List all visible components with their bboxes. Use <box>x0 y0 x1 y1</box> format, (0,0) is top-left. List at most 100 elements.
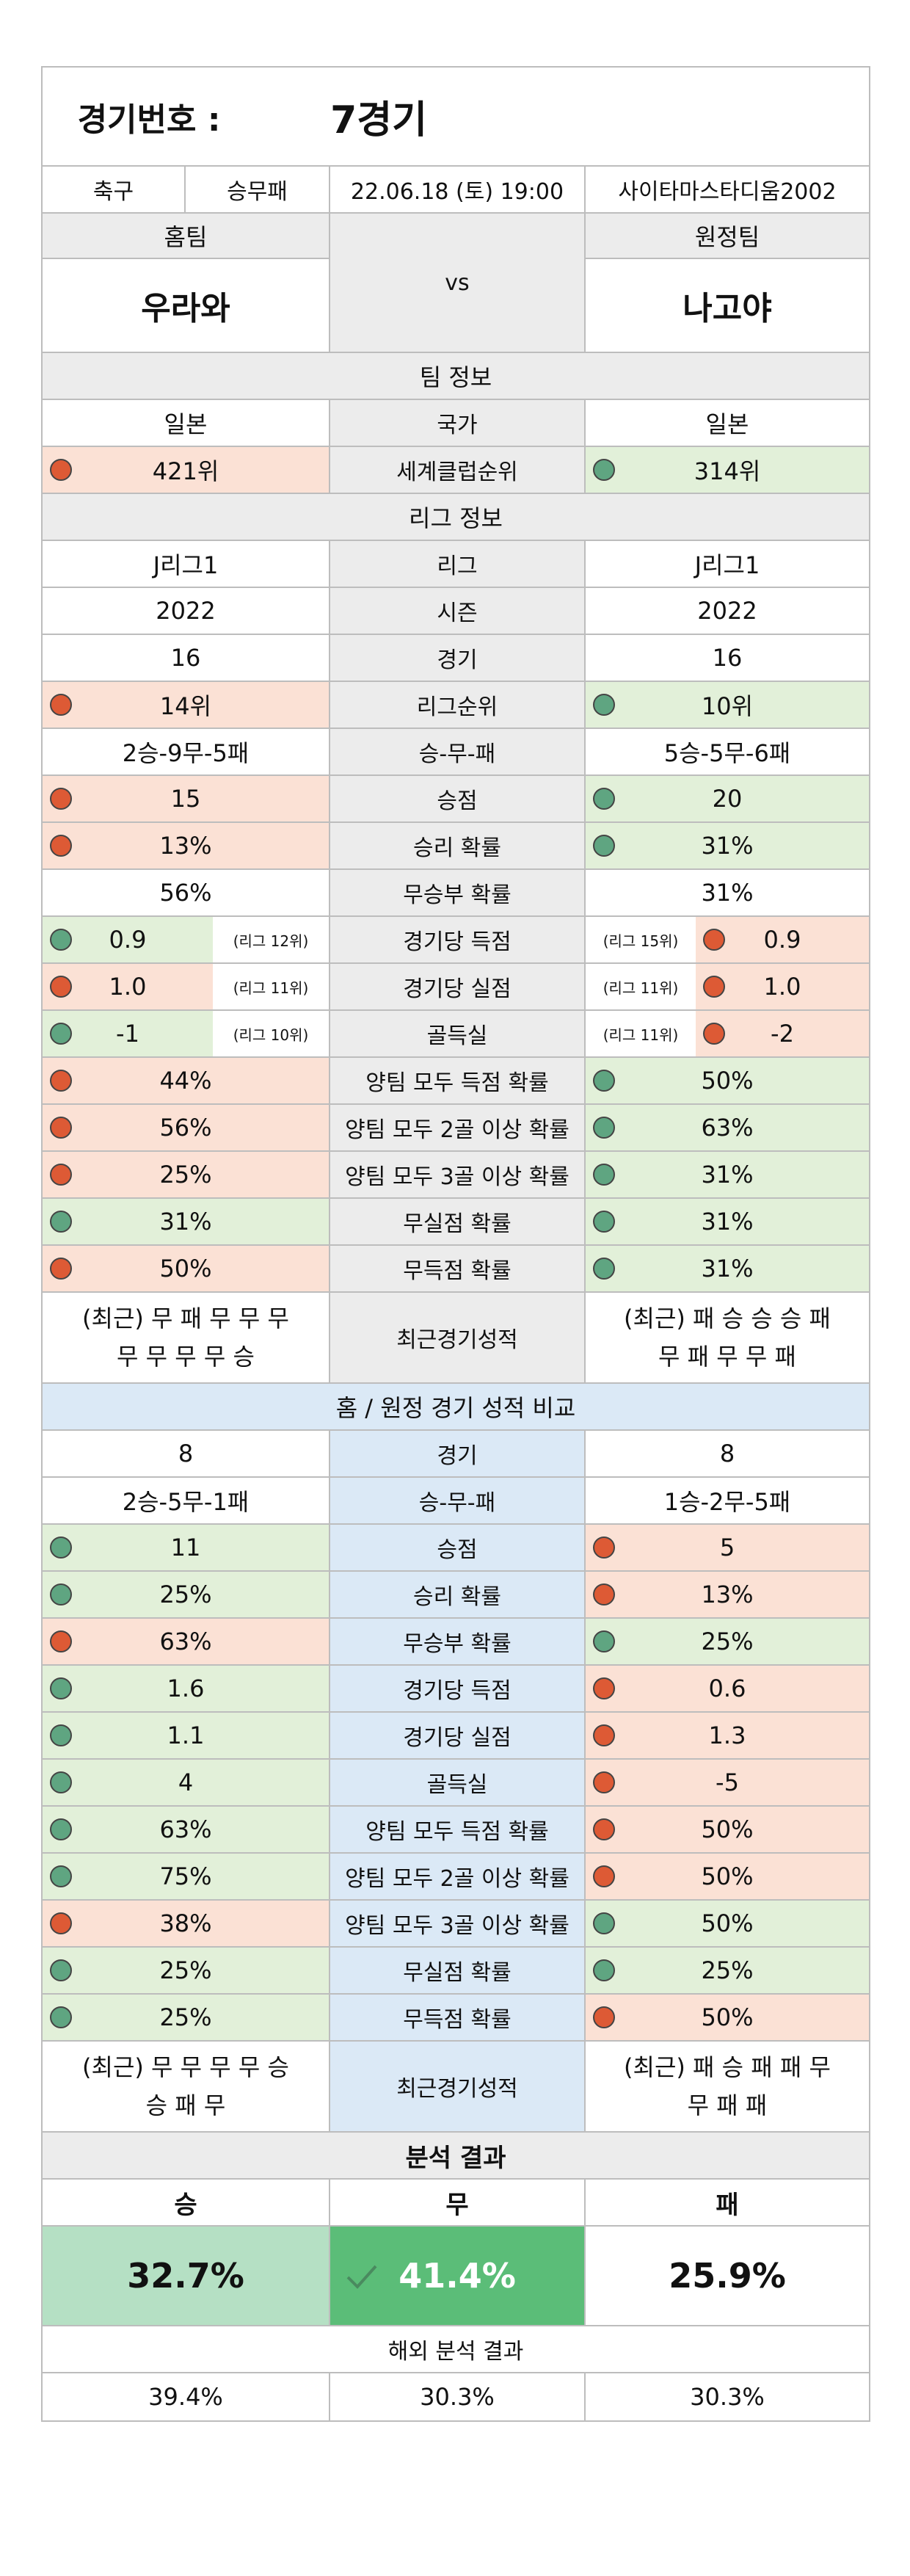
bet-type: 승무패 <box>227 179 288 205</box>
away-indicator-dot <box>593 1771 615 1793</box>
league-row: 2022 시즌 2022 <box>43 588 869 635</box>
compare-label: 승점 <box>329 1525 586 1570</box>
compare-home-cell: 25% <box>43 1995 329 2040</box>
league-home-split: -1 (리그 10위) <box>43 1011 329 1056</box>
away-indicator-dot <box>593 694 615 716</box>
match-number: 7경기 <box>330 98 427 142</box>
compare-away-cell: 25% <box>586 1948 869 1993</box>
compare-away-value: -5 <box>716 1768 739 1796</box>
match-info-row: 축구 승무패 22.06.18 (토) 19:00 사이타마스타디움2002 <box>43 167 869 214</box>
league-away-value-box: 1.0 <box>696 964 869 1009</box>
league-label: 경기 <box>329 635 586 681</box>
league-label: 시즌 <box>329 588 586 634</box>
league-row: J리그1 리그 J리그1 <box>43 541 869 588</box>
league-label: 승리 확률 <box>329 823 586 868</box>
compare-away-cell: 8 <box>586 1431 869 1476</box>
league-home-value: 16 <box>170 644 201 672</box>
league-home-value-box: -1 <box>43 1011 213 1056</box>
league-away-value: 31% <box>701 1255 754 1282</box>
compare-row: 63% 무승부 확률 25% <box>43 1619 869 1666</box>
league-home-cell: 56% <box>43 1105 329 1150</box>
league-home-value: 1.0 <box>109 973 147 1001</box>
compare-home-cell: 25% <box>43 1948 329 1993</box>
league-label: 리그순위 <box>329 682 586 728</box>
compare-away-value: 50% <box>701 1862 754 1890</box>
compare-title: 홈 / 원정 경기 성적 비교 <box>335 1394 576 1422</box>
league-away-cell: 31% <box>586 823 869 868</box>
home-indicator-dot <box>50 788 72 810</box>
home-indicator-dot <box>50 1724 72 1746</box>
home-indicator-dot <box>50 2006 72 2028</box>
compare-away-cell: 0.6 <box>586 1666 869 1711</box>
away-recent-form: (최근) 패 승 승 승 패 무 패 무 무 패 <box>586 1293 869 1382</box>
home-indicator-dot <box>50 459 72 481</box>
league-label: 경기당 득점 <box>329 917 586 962</box>
league-label: 무승부 확률 <box>329 870 586 915</box>
league-row: 44% 양팀 모두 득점 확률 50% <box>43 1058 869 1105</box>
home-indicator-dot <box>50 1959 72 1981</box>
compare-home-cell: 11 <box>43 1525 329 1570</box>
league-away-cell: 31% <box>586 1152 869 1197</box>
league-away-rank: (리그 11위) <box>586 1011 696 1056</box>
away-indicator-dot <box>593 1959 615 1981</box>
team-info-away-value: 일본 <box>705 410 749 438</box>
league-info-title-row: 리그 정보 <box>43 494 869 541</box>
league-home-value: J리그1 <box>153 551 219 579</box>
league-away-rank: (리그 11위) <box>586 964 696 1009</box>
team-info-row: 421위 세계클럽순위 314위 <box>43 447 869 494</box>
league-home-cell: 13% <box>43 823 329 868</box>
league-label: 양팀 모두 2골 이상 확률 <box>329 1105 586 1150</box>
league-label: 경기당 실점 <box>329 964 586 1009</box>
compare-home-value: 25% <box>159 1956 212 1984</box>
compare-away-value: 1승-2무-5패 <box>663 1488 791 1516</box>
league-away-cell: 50% <box>586 1058 869 1103</box>
compare-away-cell: 13% <box>586 1572 869 1617</box>
compare-label: 골득실 <box>329 1760 586 1805</box>
away-indicator-dot <box>593 788 615 810</box>
team-info-label: 국가 <box>329 400 586 446</box>
compare-away-cell: 50% <box>586 1854 869 1899</box>
home-recent-line-1: (최근) 무 패 무 무 무 <box>82 1305 289 1332</box>
team-info-home-cell: 일본 <box>43 400 329 446</box>
home-indicator-dot <box>50 1070 72 1092</box>
league-home-cell: 44% <box>43 1058 329 1103</box>
home-recent-line-2: 무 무 무 무 승 <box>117 1343 255 1371</box>
league-label: 무득점 확률 <box>329 1246 586 1291</box>
home-team-label: 홈팀 <box>43 214 329 259</box>
analysis-title-row: 분석 결과 <box>43 2133 869 2180</box>
league-row: 13% 승리 확률 31% <box>43 823 869 870</box>
league-away-cell: 5승-5무-6패 <box>586 729 869 774</box>
away-indicator-dot <box>593 1536 615 1559</box>
league-home-cell: 15 <box>43 776 329 821</box>
league-away-value: 16 <box>712 644 743 672</box>
away-indicator-dot <box>703 1023 725 1045</box>
compare-away-value: 50% <box>701 2003 754 2031</box>
league-away-value: 31% <box>701 1161 754 1189</box>
compare-home-cell: 38% <box>43 1901 329 1946</box>
away-indicator-dot <box>703 929 725 951</box>
league-label: 무실점 확률 <box>329 1199 586 1244</box>
league-home-value: 56% <box>159 879 212 907</box>
home-indicator-dot <box>50 835 72 857</box>
league-away-split: (리그 11위) -2 <box>586 1011 869 1056</box>
compare-label: 승리 확률 <box>329 1572 586 1617</box>
away-recent-line-2: 무 패 무 무 패 <box>658 1343 796 1371</box>
away-indicator-dot <box>593 1912 615 1934</box>
draw-probability: 41.4% <box>398 2256 516 2296</box>
sport: 축구 <box>43 167 186 212</box>
compare-home-cell: 63% <box>43 1619 329 1664</box>
away-indicator-dot <box>593 459 615 481</box>
team-info-away-cell: 314위 <box>586 447 869 493</box>
compare-away-value: 13% <box>701 1581 754 1608</box>
league-away-value: 10위 <box>701 692 754 720</box>
league-home-value: 14위 <box>159 692 212 720</box>
away-indicator-dot <box>593 1583 615 1606</box>
league-away-value: 31% <box>701 1208 754 1236</box>
compare-away-cell: 1.3 <box>586 1713 869 1758</box>
league-row: 56% 양팀 모두 2골 이상 확률 63% <box>43 1105 869 1152</box>
league-row: 31% 무실점 확률 31% <box>43 1199 869 1246</box>
league-away-value: J리그1 <box>694 551 760 579</box>
away-indicator-dot <box>703 976 725 998</box>
compare-away-cell: 25% <box>586 1619 869 1664</box>
team-info-away-cell: 일본 <box>586 400 869 446</box>
